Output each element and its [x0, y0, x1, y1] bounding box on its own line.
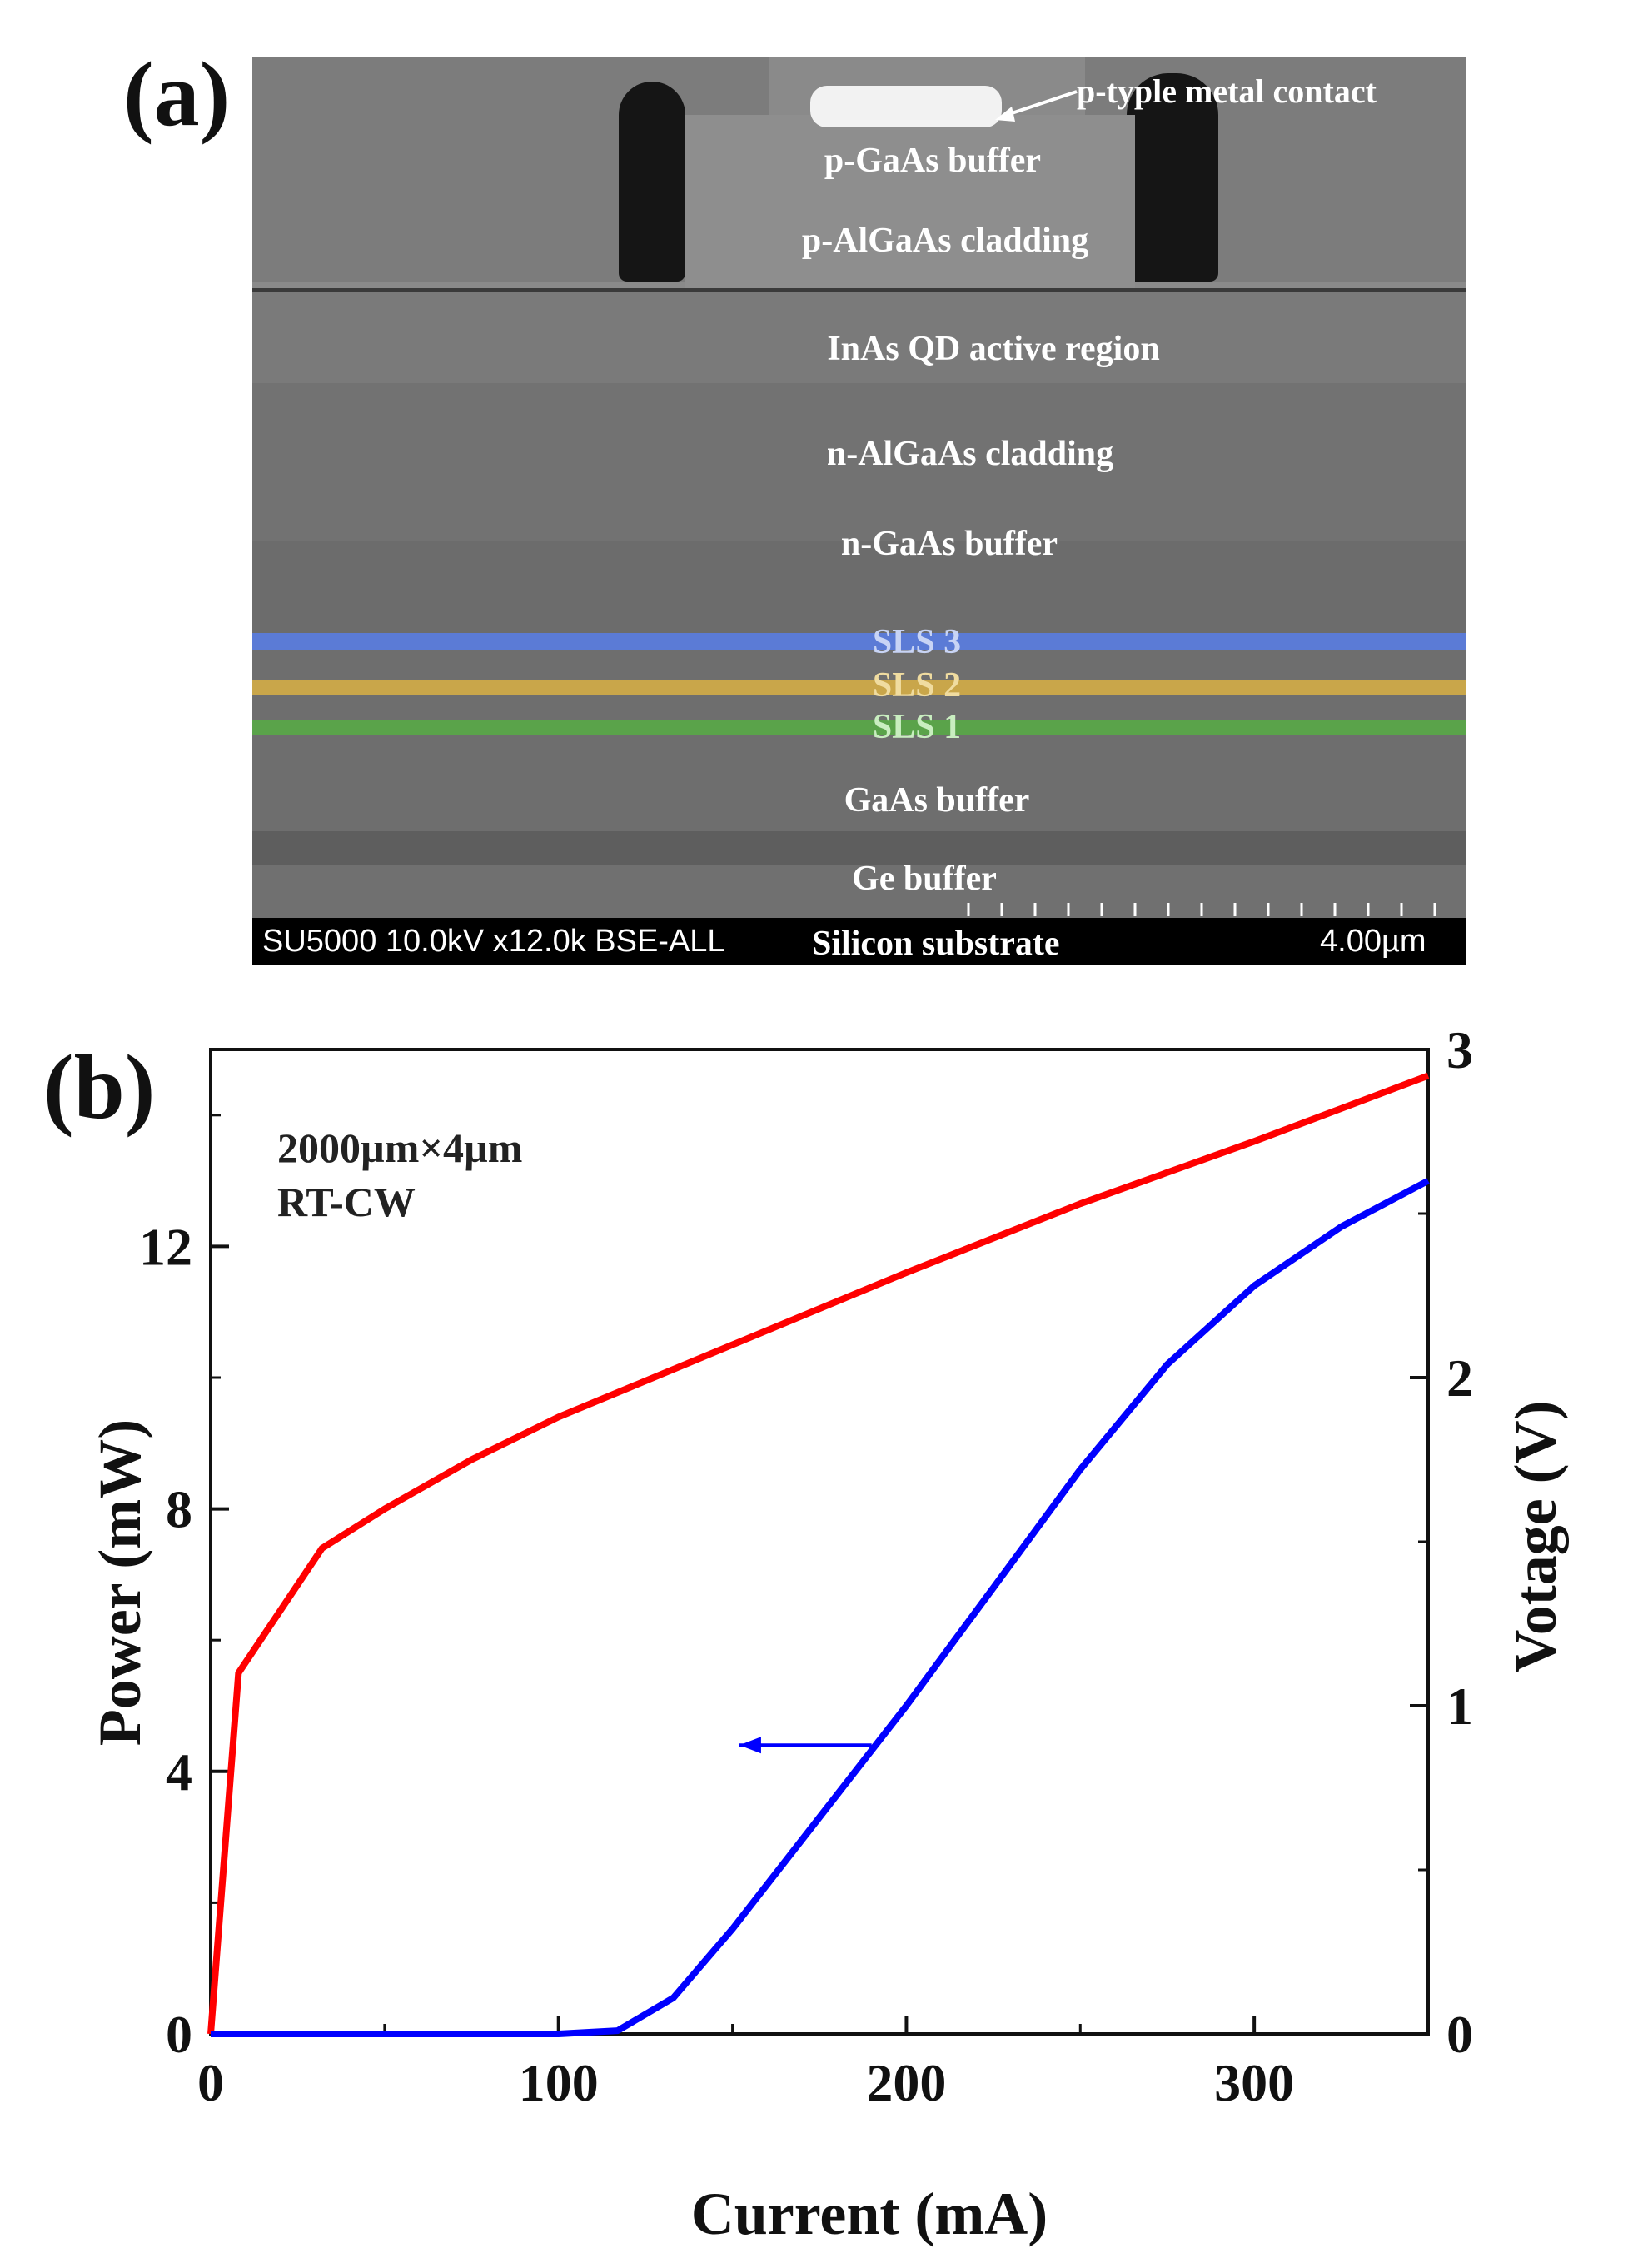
- layer-label-active: InAs QD active region: [827, 330, 1160, 368]
- sem-interface-line: [252, 288, 1466, 292]
- annotation-size: 2000µm×4µm: [277, 1124, 522, 1171]
- arrow-power-head: [739, 1737, 761, 1754]
- layer-label-n-algaas: n-AlGaAs cladding: [826, 435, 1114, 473]
- sem-active-band: [252, 292, 1466, 383]
- sem-ge-band: [252, 865, 1466, 918]
- sem-n-cladding-band: [252, 383, 1466, 541]
- scale-ticks: [967, 903, 1436, 916]
- x-tick-label: 300: [1214, 2053, 1294, 2112]
- sem-n-gaas-band: [252, 541, 1466, 633]
- sem-metal-contact: [810, 86, 1002, 127]
- right-axis-ticks: 0 1 2 3: [1410, 1020, 1473, 2064]
- sem-ge-interface: [252, 831, 1466, 865]
- annotation-mode: RT-CW: [277, 1179, 416, 1225]
- sem-cross-section-image: p-typle metal contact p-GaAs buffer p-Al…: [252, 57, 1466, 965]
- right-tick-label: 3: [1446, 1020, 1473, 1079]
- contact-pointer-arrow: [995, 90, 1078, 122]
- right-tick-label: 0: [1446, 2005, 1473, 2064]
- sls3-band: [252, 633, 1466, 650]
- layer-label-sls3: SLS 3: [872, 623, 962, 661]
- x-tick-label: 0: [197, 2053, 224, 2112]
- x-axis-ticks: 0 100 200 300: [197, 2016, 1294, 2112]
- left-axis-ticks: 0 4 8 12: [139, 1114, 229, 2064]
- layer-label-n-gaas: n-GaAs buffer: [840, 525, 1058, 563]
- sem-dark-etch-right: [1127, 73, 1218, 282]
- sls1-band: [252, 720, 1466, 735]
- right-tick-label: 2: [1446, 1348, 1473, 1408]
- left-tick-label: 0: [166, 2005, 192, 2064]
- scale-bar-label: 4.00µm: [1320, 924, 1426, 959]
- sem-instrument-info: SU5000 10.0kV x12.0k BSE-ALL: [262, 924, 725, 959]
- substrate-label: Silicon substrate: [812, 925, 1060, 963]
- sls2-band: [252, 680, 1466, 695]
- layer-label-contact: p-typle metal contact: [1077, 72, 1377, 110]
- sem-mesa: [685, 115, 1135, 294]
- layer-label-sls2: SLS 2: [872, 666, 962, 705]
- right-tick-label: 1: [1446, 1677, 1473, 1736]
- x-tick-label: 200: [866, 2053, 946, 2112]
- left-tick-label: 8: [166, 1480, 192, 1539]
- left-tick-label: 4: [166, 1742, 192, 1802]
- layer-label-p-algaas: p-AlGaAs cladding: [801, 222, 1089, 260]
- series-line-voltage: [207, 1072, 1430, 2035]
- x-tick-label: 100: [519, 2053, 599, 2112]
- panel-label-b: (b): [43, 1036, 156, 1138]
- layer-label-sls1: SLS 1: [872, 708, 962, 746]
- series-layer: [207, 1072, 1430, 2037]
- left-tick-label: 12: [139, 1217, 192, 1276]
- arrow-layer: [739, 1737, 872, 1754]
- panel-label-a: (a): [123, 43, 231, 145]
- sem-info-bar: SU5000 10.0kV x12.0k BSE-ALL Silicon sub…: [252, 918, 1466, 965]
- right-axis-title: Votage (V): [1502, 1400, 1569, 1672]
- layer-label-p-gaas: p-GaAs buffer: [824, 142, 1042, 180]
- layer-label-gaas: GaAs buffer: [844, 781, 1030, 820]
- x-axis-title: Current (mA): [691, 2181, 1048, 2247]
- left-axis-title: Power (mW): [87, 1419, 153, 1747]
- sem-dark-etch-left: [619, 82, 685, 282]
- layer-label-ge: Ge buffer: [852, 860, 997, 898]
- series-line-power: [211, 1178, 1430, 2037]
